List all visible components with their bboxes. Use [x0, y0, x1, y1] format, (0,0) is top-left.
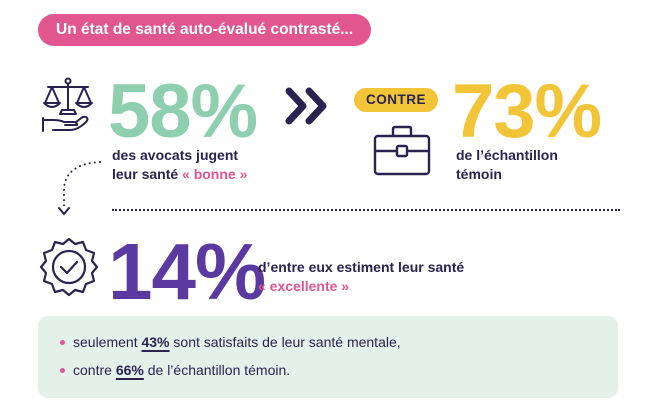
scales-hand-icon — [40, 76, 96, 137]
briefcase-icon — [372, 124, 432, 181]
stat-percent-lawyers: 58% — [108, 69, 258, 154]
section-title: Un état de santé auto-évalué contrasté..… — [38, 14, 372, 46]
bullet-text: contre — [73, 362, 116, 378]
dotted-connector-arrow — [50, 158, 110, 225]
caption-line: leur santé « bonne » — [112, 165, 247, 184]
caption-text: leur santé — [112, 166, 183, 182]
caption-line: témoin — [456, 166, 502, 182]
bullet-text: de l’échantillon témoin. — [143, 362, 291, 378]
summary-box — [38, 316, 618, 398]
stat-caption-lawyers: des avocats jugent leur santé « bonne » — [112, 146, 247, 184]
dotted-separator — [112, 209, 620, 211]
badge-check-icon — [38, 236, 100, 303]
bullet-value: 43% — [141, 334, 170, 350]
stat-caption-control: de l’échantillon témoin — [456, 146, 558, 184]
caption-highlight: « bonne » — [182, 166, 248, 182]
stat-percent-control: 73% — [452, 69, 602, 154]
contre-badge: CONTRE — [354, 88, 438, 112]
stat-percent-excellent: 14% — [108, 227, 266, 316]
bullet-text: sont satisfaits de leur santé mentale, — [169, 334, 401, 350]
bullet-dot-icon — [60, 339, 65, 345]
caption-line: d’entre eux estiment leur santé — [258, 259, 465, 275]
caption-line: de l’échantillon — [456, 147, 558, 163]
summary-bullet-control: contre 66% de l’échantillon témoin. — [60, 362, 290, 378]
bullet-value: 66% — [115, 362, 144, 378]
stat-caption-excellent: d’entre eux estiment leur santé « excell… — [258, 258, 464, 296]
caption-highlight: « excellente » — [258, 278, 350, 294]
summary-bullet-mental-health: seulement 43% sont satisfaits de leur sa… — [60, 334, 401, 350]
bullet-dot-icon — [60, 367, 65, 373]
double-chevron-right-icon — [284, 86, 332, 131]
bullet-text: seulement — [73, 334, 142, 350]
caption-line: des avocats jugent — [112, 147, 239, 163]
